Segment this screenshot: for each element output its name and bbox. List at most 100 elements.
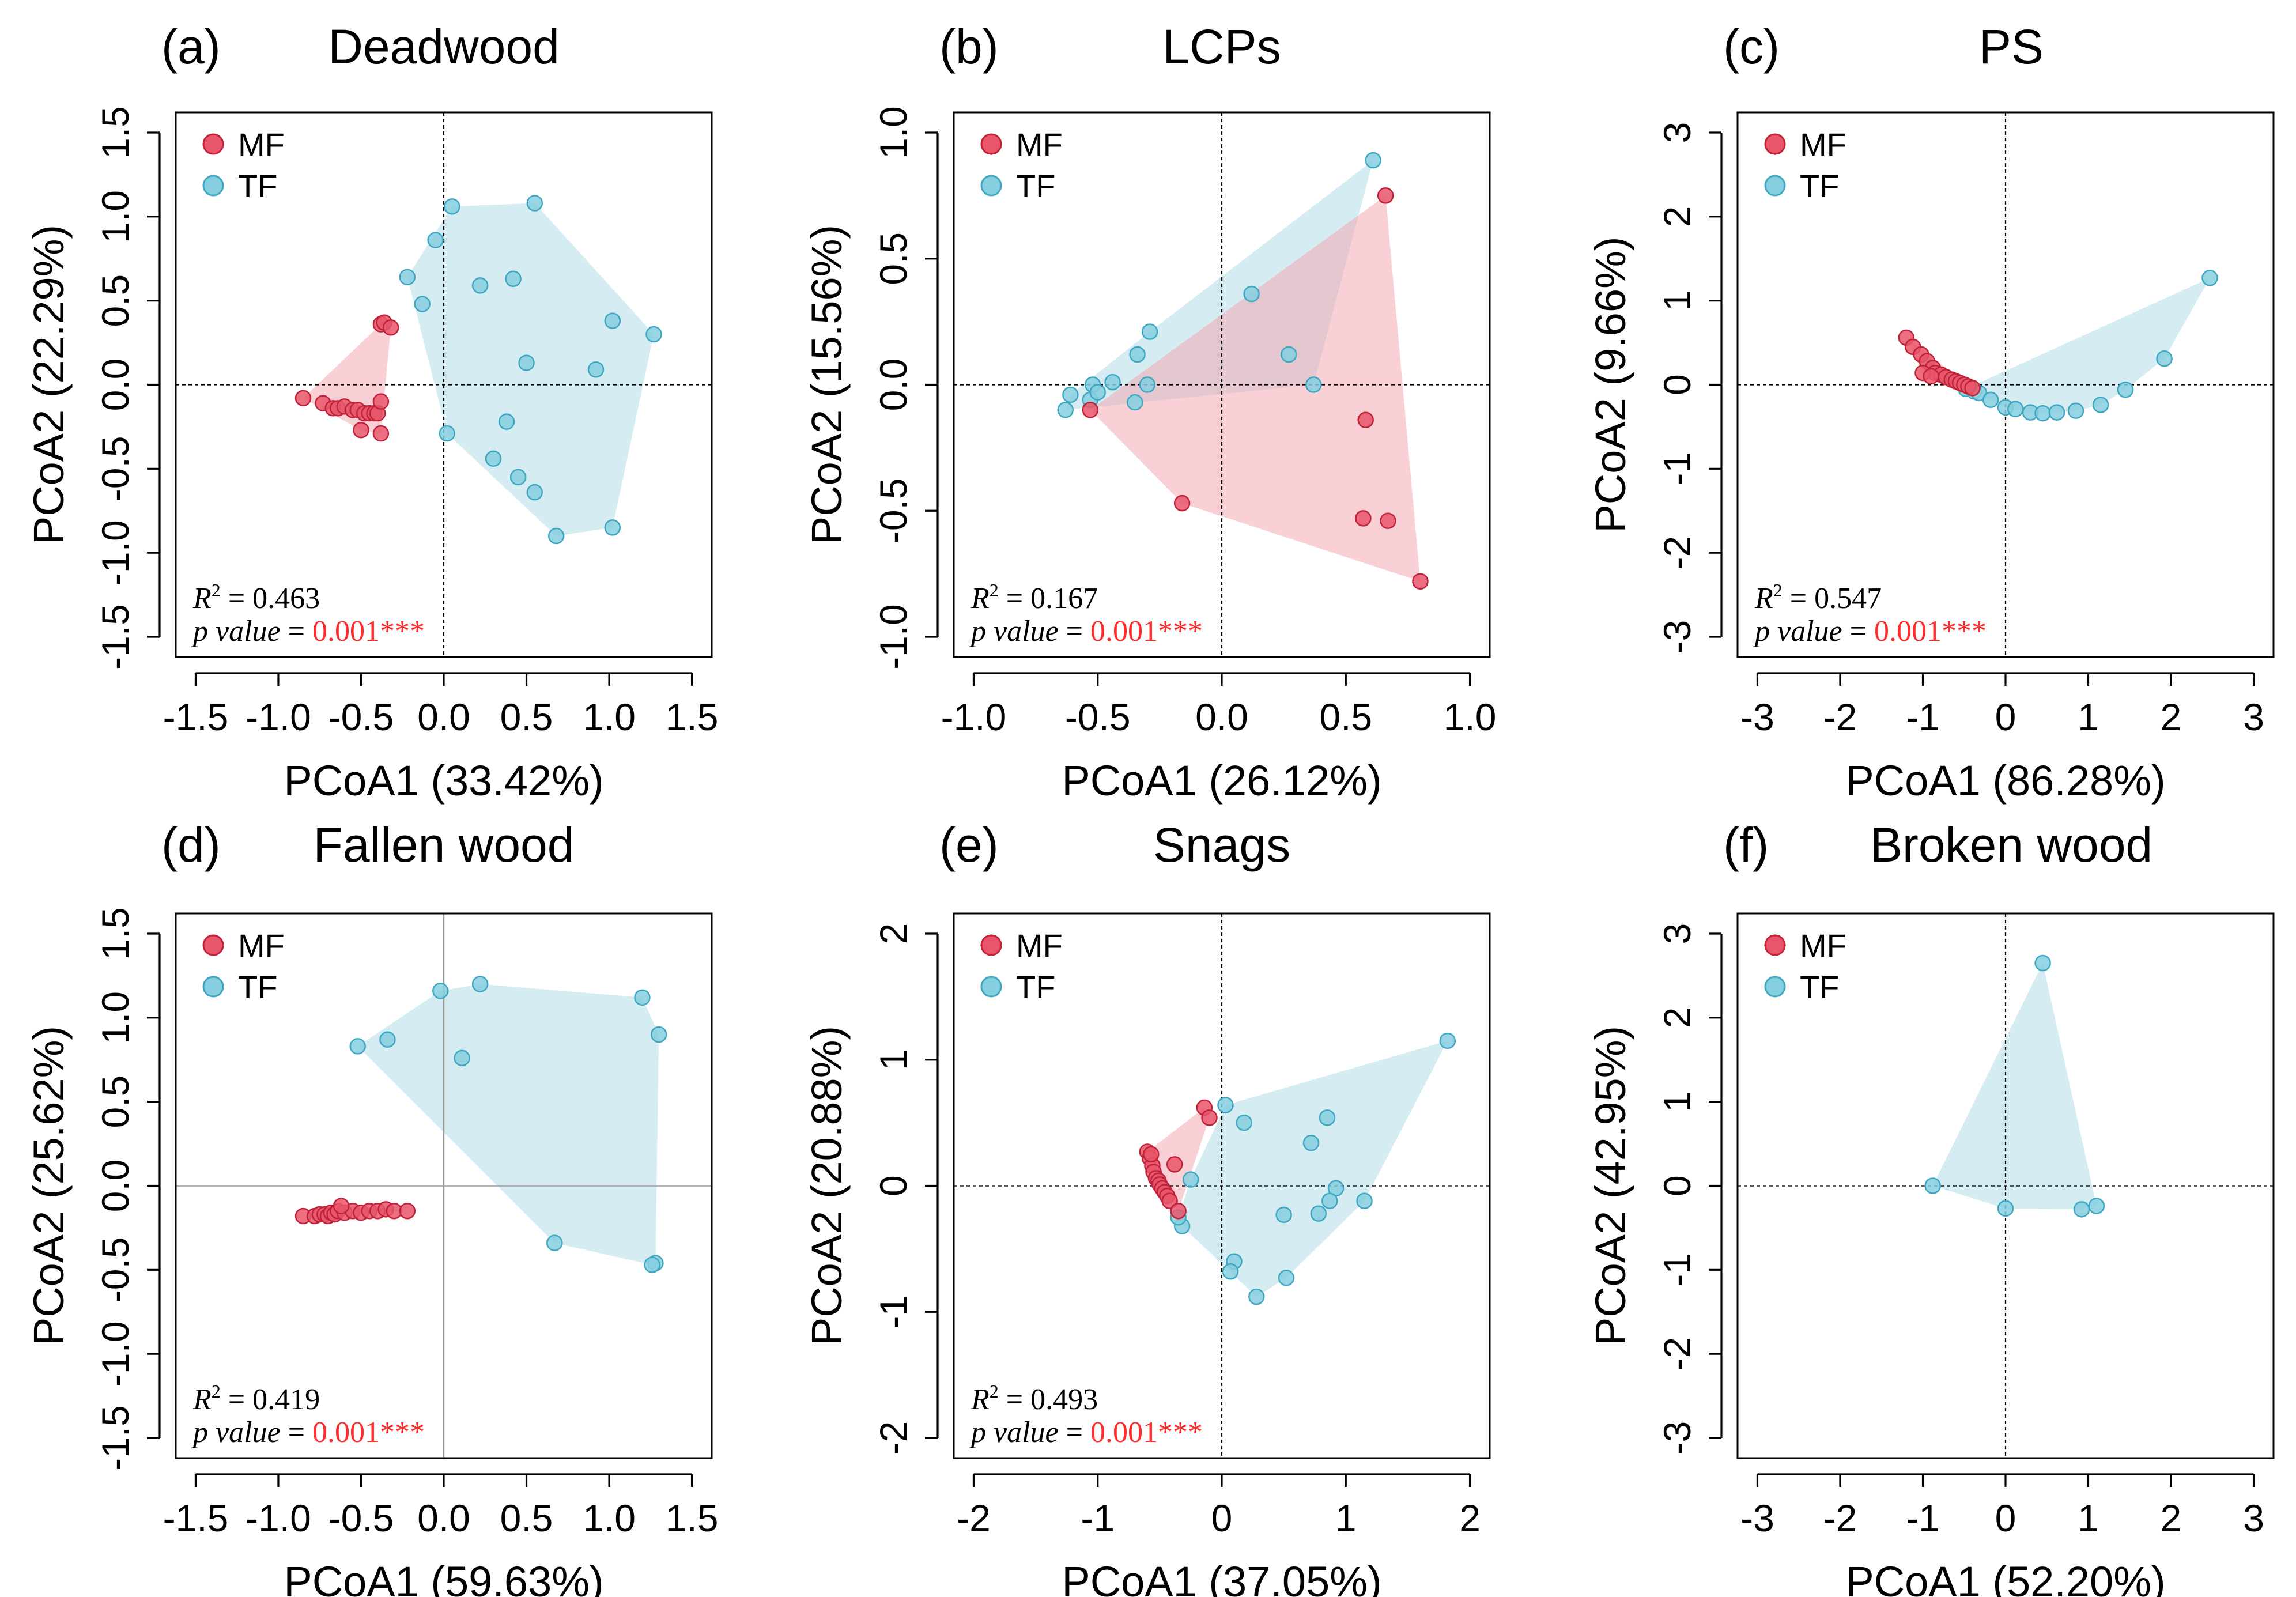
x-tick-label: 1 <box>1335 1497 1357 1539</box>
mf-point <box>1964 380 1981 397</box>
legend-tf-marker <box>980 175 1002 197</box>
tf-point <box>349 1038 366 1055</box>
tf-point <box>1302 1134 1320 1151</box>
p-value-label: p value <box>969 615 1059 648</box>
p-value-equals: = <box>281 615 312 648</box>
legend-mf-label: MF <box>1016 126 1063 163</box>
tf-point <box>1310 1205 1327 1222</box>
tf-point <box>2034 405 2051 422</box>
p-value-number: 0.001*** <box>1090 1416 1203 1449</box>
p-value-text: p value = 0.001*** <box>191 615 425 648</box>
tf-point <box>1139 376 1156 393</box>
p-value-number: 0.001*** <box>1874 615 1987 648</box>
y-tick-label: -1.0 <box>94 520 137 586</box>
mf-point <box>1166 1156 1183 1173</box>
x-tick-label: -2 <box>1823 696 1857 738</box>
mf-point <box>1923 368 1940 385</box>
tf-point <box>427 232 444 248</box>
legend-mf-marker <box>980 133 1002 155</box>
x-tick-label: -1.0 <box>246 696 311 738</box>
tf-point <box>1222 1263 1239 1280</box>
mf-point <box>294 390 312 407</box>
x-tick-label: 0.5 <box>1319 696 1372 738</box>
y-tick-label: 3 <box>1656 923 1698 945</box>
tf-point <box>471 277 489 294</box>
tf-point <box>414 296 430 312</box>
x-tick-label: 0 <box>1211 1497 1233 1539</box>
tf-point <box>1062 386 1079 403</box>
tf-hull <box>1966 278 2210 414</box>
tf-point <box>485 450 502 467</box>
tf-hull <box>357 984 659 1265</box>
panel-label: (d) <box>161 818 221 872</box>
x-tick-label: -1.0 <box>246 1497 311 1539</box>
x-tick-label: 0.5 <box>500 1497 553 1539</box>
p-value-label: p value <box>1753 615 1842 648</box>
tf-point <box>1248 1288 1265 1305</box>
tf-point <box>1278 1269 1295 1286</box>
panel-title: LCPs <box>1162 20 1281 74</box>
x-tick-label: 0.5 <box>500 696 553 738</box>
panel-title: PS <box>1979 20 2044 74</box>
x-tick-label: 1.0 <box>583 1497 636 1539</box>
panel-title: Broken wood <box>1870 818 2152 872</box>
r-squared-text: R2 = 0.419 <box>192 1381 320 1416</box>
y-tick-label: -1 <box>872 1295 915 1329</box>
r-squared-value: = 0.167 <box>999 582 1098 615</box>
r-squared-exponent: 2 <box>1773 580 1783 601</box>
tf-point <box>1057 402 1074 418</box>
legend-mf-label: MF <box>238 927 285 964</box>
y-tick-label: 1.5 <box>94 907 137 960</box>
r-squared-symbol: R <box>1754 582 1773 615</box>
tf-point <box>509 469 527 486</box>
r-squared-exponent: 2 <box>212 1381 221 1402</box>
mf-point <box>1412 573 1429 590</box>
r-squared-symbol: R <box>192 1383 212 1416</box>
x-tick-label: 2 <box>2161 1497 2182 1539</box>
y-tick-label: 1.0 <box>94 190 137 243</box>
p-value-text: p value = 0.001*** <box>969 615 1203 648</box>
y-tick-label: -0.5 <box>94 1237 137 1302</box>
legend-mf-marker <box>1764 934 1786 956</box>
y-tick-label: -2 <box>1656 536 1698 570</box>
mf-point <box>372 393 390 410</box>
x-axis-title: PCoA1 (37.05%) <box>1062 1558 1381 1597</box>
p-value-text: p value = 0.001*** <box>191 1416 425 1449</box>
legend-mf-marker <box>202 934 224 956</box>
tf-point <box>379 1031 396 1048</box>
tf-point <box>1104 373 1121 391</box>
tf-point <box>604 519 621 536</box>
p-value-number: 0.001*** <box>312 615 425 648</box>
legend-mf-marker <box>980 934 1002 956</box>
y-tick-label: 1.5 <box>94 106 137 159</box>
plot-frame <box>175 111 713 658</box>
r-squared-value: = 0.419 <box>221 1383 320 1416</box>
y-tick-label: 0.5 <box>872 232 915 285</box>
y-tick-label: 0.0 <box>872 358 915 411</box>
tf-point <box>1319 1109 1336 1126</box>
x-tick-label: 1.0 <box>1444 696 1497 738</box>
x-tick-label: -0.5 <box>1065 696 1131 738</box>
tf-point <box>505 270 522 287</box>
tf-point <box>2156 350 2173 367</box>
tf-hull <box>1932 963 2097 1210</box>
tf-point <box>1439 1032 1456 1049</box>
mf-point <box>1377 187 1394 204</box>
x-tick-label: -1.0 <box>941 696 1007 738</box>
panel-label: (f) <box>1723 818 1769 872</box>
legend-tf-label: TF <box>1800 168 1839 204</box>
p-value-label: p value <box>191 1416 281 1449</box>
x-tick-label: -2 <box>1823 1497 1857 1539</box>
tf-point <box>1305 376 1322 393</box>
tf-point <box>526 484 543 501</box>
legend-mf-marker <box>1764 133 1786 155</box>
y-tick-label: 1.0 <box>872 106 915 159</box>
legend-tf-label: TF <box>1016 969 1055 1005</box>
tf-point <box>645 326 662 343</box>
tf-point <box>1236 1114 1252 1131</box>
panel-d: (d) Fallen wood -1.5 -1.0 -0.5 0.0 0.5 1.0 1.5 PC… <box>25 818 718 1597</box>
x-axis-title: PCoA1 (26.12%) <box>1062 757 1381 805</box>
tf-point <box>1243 285 1260 303</box>
tf-point <box>1997 1200 2014 1217</box>
r-squared-value: = 0.463 <box>221 582 320 615</box>
